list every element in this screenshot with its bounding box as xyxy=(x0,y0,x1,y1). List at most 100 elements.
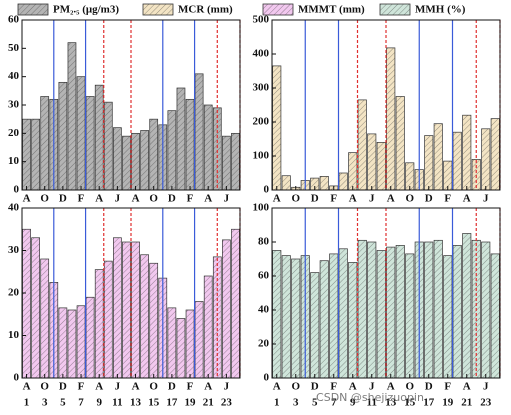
legend-label: PM₂.₅ (μg/m3) xyxy=(53,4,119,16)
x-tick-label: O xyxy=(291,193,300,205)
bar-hatch xyxy=(377,250,386,378)
legend-swatch-hatch xyxy=(380,4,410,15)
bar-hatch xyxy=(348,262,357,378)
x-tick-label: F xyxy=(187,381,194,393)
x-tick-label-number: 15 xyxy=(148,397,160,409)
x-tick-label: J xyxy=(224,381,230,393)
bar-hatch xyxy=(140,254,149,378)
bar-hatch xyxy=(95,269,104,378)
x-tick-label: A xyxy=(204,381,212,393)
y-tick-label: 100 xyxy=(253,202,270,214)
bar-hatch xyxy=(310,178,319,190)
y-tick-label: 20 xyxy=(8,287,20,299)
bar-hatch xyxy=(291,259,300,378)
x-tick-label: A xyxy=(132,193,140,205)
x-tick-label: A xyxy=(387,381,395,393)
y-tick-label: 40 xyxy=(8,70,20,82)
plot-frame xyxy=(21,19,241,191)
bar-hatch xyxy=(386,47,395,190)
y-tick-label: 0 xyxy=(264,372,270,384)
bar-hatch xyxy=(358,240,367,378)
bar-hatch xyxy=(434,240,443,378)
bar-hatch xyxy=(104,261,113,378)
bar-hatch xyxy=(95,85,104,190)
bar-hatch xyxy=(310,272,319,378)
bar-hatch xyxy=(122,136,131,190)
bar-hatch xyxy=(122,242,131,378)
plot-frame xyxy=(271,207,501,379)
bar-hatch xyxy=(104,102,113,190)
x-tick-label-number: 7 xyxy=(331,397,337,409)
x-tick-label: D xyxy=(311,193,319,205)
x-tick-label: A xyxy=(387,193,395,205)
x-tick-label-number: 21 xyxy=(461,397,472,409)
x-tick-label: F xyxy=(444,381,451,393)
x-tick-label: A xyxy=(463,381,471,393)
x-tick-label: J xyxy=(369,381,375,393)
bar-hatch xyxy=(77,305,86,378)
bar-hatch xyxy=(131,242,140,378)
bar-hatch xyxy=(22,229,31,378)
x-tick-label: O xyxy=(40,193,49,205)
x-tick-label: D xyxy=(168,381,176,393)
bar-hatch xyxy=(176,88,185,190)
bar-hatch xyxy=(443,161,452,190)
bar-hatch xyxy=(348,152,357,190)
x-tick-label: J xyxy=(224,193,230,205)
y-tick-label: 20 xyxy=(8,127,20,139)
bar-hatch xyxy=(40,96,49,190)
bar-hatch xyxy=(113,237,122,378)
x-tick-label-number: 11 xyxy=(367,397,377,409)
bar-hatch xyxy=(86,96,95,190)
bar-hatch xyxy=(195,73,204,190)
bar-hatch xyxy=(462,233,471,378)
y-tick-label: 400 xyxy=(253,48,270,60)
bar-hatch xyxy=(272,65,281,190)
x-tick-label: J xyxy=(369,193,375,205)
x-tick-label: A xyxy=(95,193,103,205)
x-tick-label: A xyxy=(273,193,281,205)
x-tick-label-number: 9 xyxy=(350,397,356,409)
x-tick-label: D xyxy=(168,193,176,205)
y-tick-label: 20 xyxy=(258,338,270,350)
bar-hatch xyxy=(131,133,140,190)
x-tick-label: J xyxy=(115,193,121,205)
y-tick-label: 0 xyxy=(14,372,20,384)
bar-hatch xyxy=(424,135,433,190)
bar-hatch xyxy=(443,255,452,378)
x-tick-label: A xyxy=(349,381,357,393)
x-tick-label: J xyxy=(115,381,121,393)
bar-hatch xyxy=(282,175,291,190)
bar-hatch xyxy=(58,307,67,378)
x-tick-label-number: 1 xyxy=(274,397,280,409)
bar-hatch xyxy=(195,301,204,378)
x-tick-label-number: 7 xyxy=(78,397,84,409)
bar-hatch xyxy=(58,82,67,190)
x-tick-label-number: 19 xyxy=(185,397,197,409)
legend-swatch-hatch xyxy=(18,4,48,15)
x-tick-label-number: 23 xyxy=(480,397,492,409)
bar-hatch xyxy=(329,253,338,378)
legend-label: MMMT (mm) xyxy=(298,4,365,16)
x-tick-label: A xyxy=(349,193,357,205)
bar-hatch xyxy=(213,107,222,190)
x-tick-label: O xyxy=(405,193,414,205)
bar-hatch xyxy=(40,259,49,378)
bar-hatch xyxy=(377,142,386,190)
bar-hatch xyxy=(405,253,414,378)
x-tick-label: O xyxy=(149,381,158,393)
x-tick-label-number: 21 xyxy=(203,397,214,409)
x-tick-label: J xyxy=(483,381,489,393)
x-tick-label: D xyxy=(59,381,67,393)
plot-frame xyxy=(271,19,501,191)
x-tick-label-number: 17 xyxy=(423,397,435,409)
bar-hatch xyxy=(320,176,329,190)
x-tick-label: D xyxy=(425,193,433,205)
x-tick-label: A xyxy=(23,193,31,205)
y-tick-label: 30 xyxy=(8,244,20,256)
bar-hatch xyxy=(386,247,395,378)
y-tick-label: 10 xyxy=(8,329,20,341)
bar-hatch xyxy=(358,99,367,190)
bar-hatch xyxy=(320,260,329,378)
bar-hatch xyxy=(462,115,471,190)
